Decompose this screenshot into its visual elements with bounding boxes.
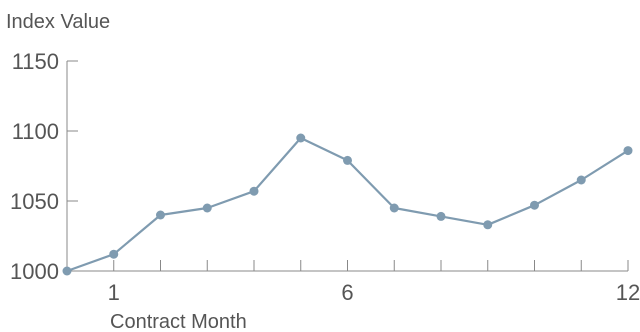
data-point: [343, 155, 352, 165]
y-tick-label: 1050: [10, 189, 59, 214]
y-axis-title: Index Value: [6, 11, 110, 33]
data-point: [202, 203, 212, 213]
x-axis-title: Contract Month: [110, 311, 247, 332]
x-tick-label: 1: [108, 280, 120, 305]
x-tick-label: 12: [616, 280, 640, 305]
data-point: [156, 210, 165, 220]
data-point: [576, 175, 586, 185]
y-tick-label: 1100: [12, 119, 59, 144]
data-series: [62, 133, 633, 276]
data-point: [389, 203, 399, 213]
data-point: [249, 186, 259, 196]
x-tick-label: 6: [341, 280, 353, 305]
data-point: [436, 211, 446, 221]
data-point: [530, 200, 539, 210]
y-tick-label: 1000: [10, 259, 59, 284]
data-point: [623, 146, 633, 156]
data-point: [109, 249, 119, 259]
data-point: [62, 266, 72, 276]
x-axis: 1 6 12: [66, 260, 640, 305]
data-point: [296, 133, 306, 143]
y-axis: 1000 1050 1100 1150: [10, 49, 78, 284]
data-point: [483, 220, 493, 230]
y-tick-label: 1150: [12, 49, 59, 74]
